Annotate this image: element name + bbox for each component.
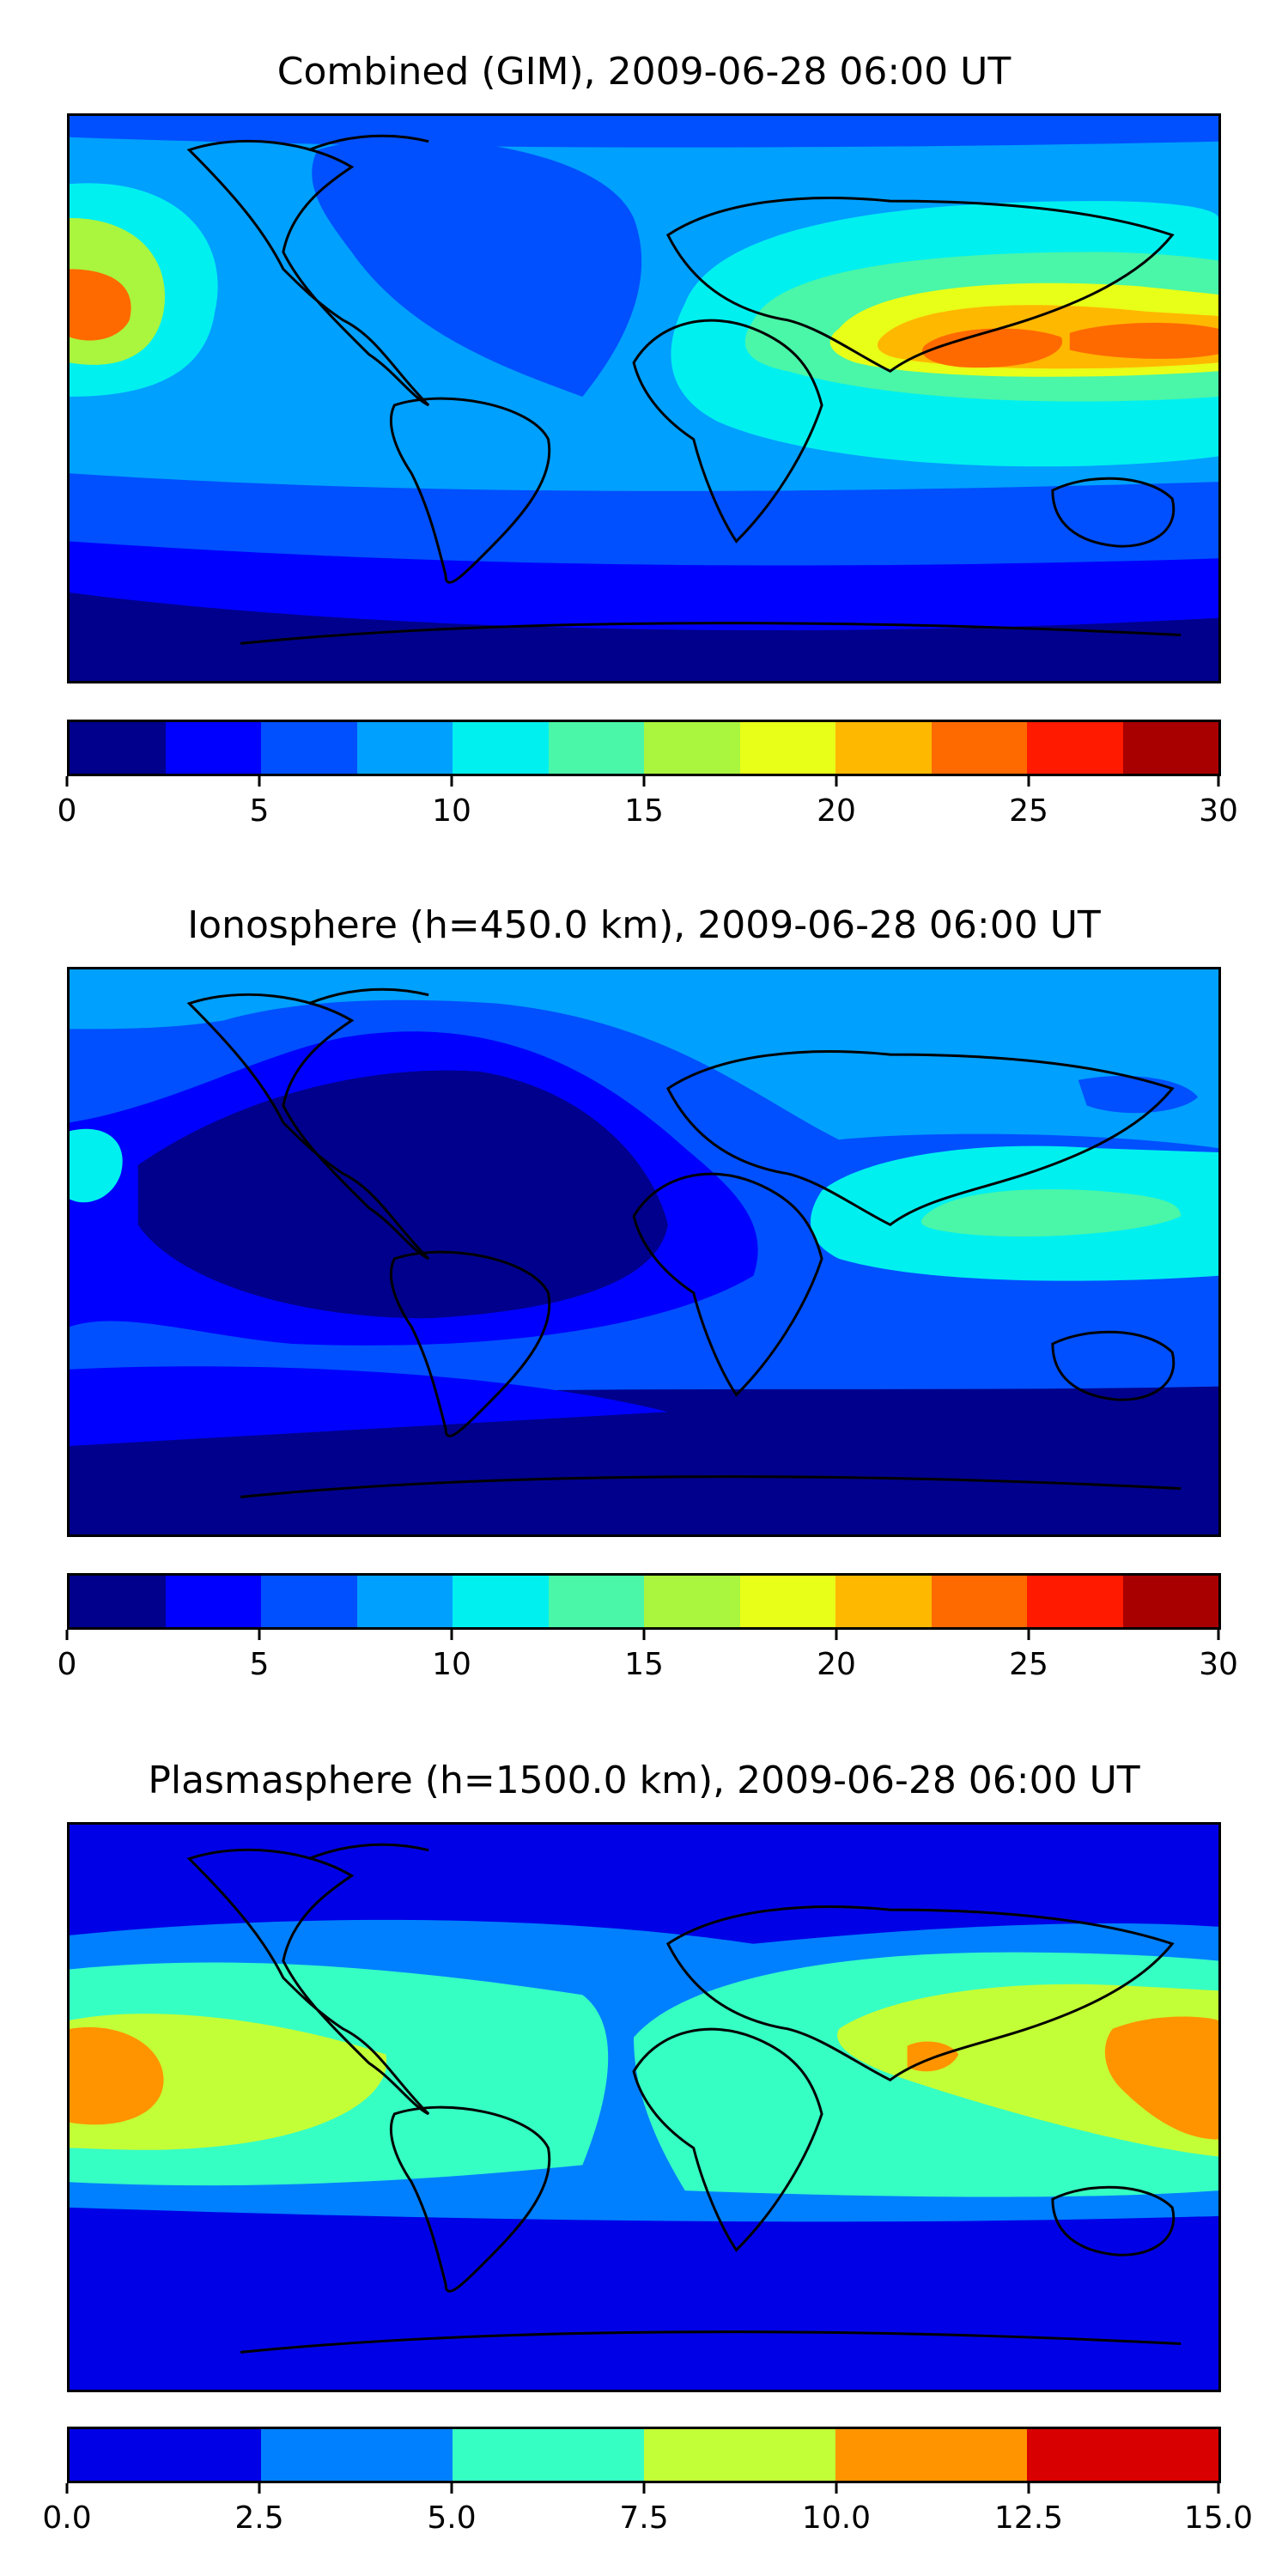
colorbar-segment <box>70 1576 166 1627</box>
tick-label: 5 <box>249 1647 270 1682</box>
colorbar-segment <box>1027 2429 1218 2481</box>
colorbar-segment <box>165 722 261 774</box>
colorbar-segment <box>644 2429 835 2481</box>
tick-label: 0 <box>57 1647 77 1682</box>
tick-label: 25 <box>1009 1647 1048 1682</box>
colorbar-segment <box>739 722 835 774</box>
colorbar-segment <box>70 722 166 774</box>
colorbar-combined <box>67 720 1221 776</box>
colorbar-segment <box>931 722 1027 774</box>
colorbar-segment <box>261 2429 453 2481</box>
colorbar-segment <box>548 722 644 774</box>
colorbar-segment <box>835 1576 932 1627</box>
tick-label: 7.5 <box>619 2500 669 2536</box>
map-ionosphere <box>67 967 1221 1537</box>
tick-label: 5 <box>249 793 270 829</box>
colorbar-segment <box>453 722 549 774</box>
tick-label: 0 <box>57 793 77 829</box>
colorbar-ticks-combined: 0 5 10 15 20 25 30 <box>58 776 1238 829</box>
colorbar-segment <box>453 1576 549 1627</box>
tick-label: 2.5 <box>234 2500 284 2536</box>
tick-label: 15 <box>624 1647 664 1682</box>
tick-label: 20 <box>817 1647 856 1682</box>
tick-label: 12.5 <box>993 2500 1064 2536</box>
tick-label: 10.0 <box>801 2500 872 2536</box>
map-combined <box>67 113 1221 683</box>
panel-title: Combined (GIM), 2009-06-28 06:00 UT <box>276 50 1012 94</box>
tick-label: 30 <box>1199 1647 1238 1682</box>
colorbar-segment <box>644 1576 740 1627</box>
tick-label: 5.0 <box>427 2500 477 2536</box>
tick-label: 10 <box>432 1647 471 1682</box>
colorbar-segment <box>739 1576 835 1627</box>
colorbar-segment <box>1027 1576 1123 1627</box>
tick-label: 25 <box>1009 793 1048 829</box>
colorbar-segment <box>644 722 740 774</box>
colorbar-plasmasphere <box>67 2427 1221 2483</box>
tick-label: 15.0 <box>1183 2500 1254 2536</box>
colorbar-segment <box>548 1576 644 1627</box>
colorbar-segment <box>165 1576 261 1627</box>
tick-label: 15 <box>624 793 664 829</box>
colorbar-ticks-ionosphere: 0 5 10 15 20 25 30 <box>58 1630 1238 1682</box>
colorbar-segment <box>931 1576 1027 1627</box>
tick-label: 20 <box>817 793 856 829</box>
colorbar-segment <box>835 722 932 774</box>
colorbar-segment <box>356 722 453 774</box>
panel-title: Plasmasphere (h=1500.0 km), 2009-06-28 0… <box>148 1759 1140 1802</box>
tick-label: 10 <box>432 793 471 829</box>
colorbar-segment <box>835 2429 1027 2481</box>
colorbar-segment <box>1122 1576 1218 1627</box>
colorbar-segment <box>453 2429 644 2481</box>
colorbar-segment <box>261 1576 357 1627</box>
map-plasmasphere <box>67 1822 1221 2392</box>
colorbar-segment <box>261 722 357 774</box>
panel-title: Ionosphere (h=450.0 km), 2009-06-28 06:0… <box>187 903 1101 947</box>
colorbar-ionosphere <box>67 1573 1221 1630</box>
colorbar-segment <box>70 2429 261 2481</box>
tick-label: 0.0 <box>42 2500 92 2536</box>
colorbar-segment <box>1122 722 1218 774</box>
colorbar-segment <box>1027 722 1123 774</box>
tick-label: 30 <box>1199 793 1238 829</box>
colorbar-segment <box>356 1576 453 1627</box>
colorbar-ticks-plasmasphere: 0.0 2.5 5.0 7.5 10.0 12.5 15.0 <box>42 2483 1253 2536</box>
